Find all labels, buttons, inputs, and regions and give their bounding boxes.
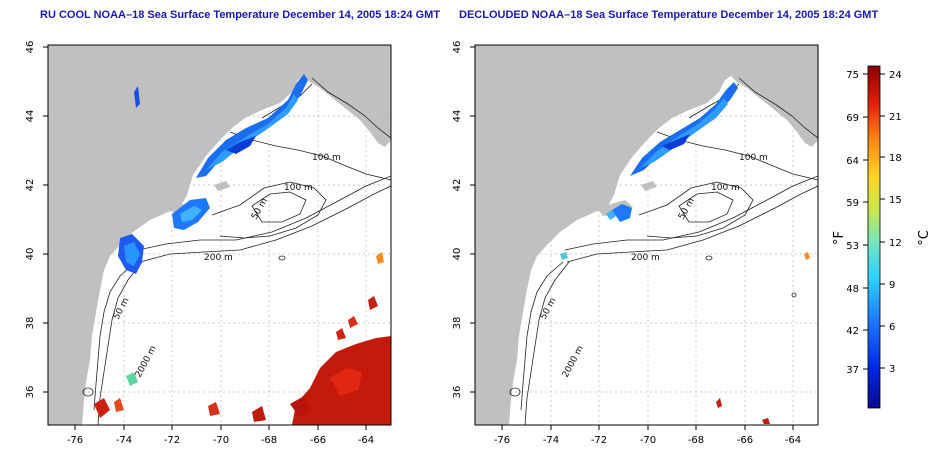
land-mass bbox=[475, 45, 818, 425]
fahrenheit-label: °F bbox=[832, 231, 847, 245]
celsius-tick: 18 bbox=[889, 153, 902, 164]
contour-label: 200 m bbox=[204, 253, 233, 263]
lon-tick-label: -76 bbox=[67, 435, 83, 446]
lon-tick-label: -66 bbox=[737, 435, 753, 446]
contour-label: 100 m bbox=[312, 153, 341, 163]
sst-patches bbox=[94, 74, 391, 425]
lon-tick-label: -76 bbox=[494, 435, 510, 446]
lon-tick-label: -64 bbox=[785, 435, 801, 446]
lat-tick-label: 46 bbox=[25, 41, 36, 54]
lon-tick-label: -72 bbox=[591, 435, 607, 446]
lon-tick-label: -74 bbox=[116, 435, 132, 446]
left-map-panel: 100 m 100 m 50 m 200 m 50 m 2000 m -76 -… bbox=[25, 41, 392, 446]
fahrenheit-tick: 69 bbox=[846, 113, 859, 124]
map-frame bbox=[474, 44, 819, 426]
lon-tick-label: -68 bbox=[261, 435, 277, 446]
lon-tick-label: -64 bbox=[358, 435, 374, 446]
fahrenheit-tick: 42 bbox=[846, 326, 859, 337]
lat-tick-label: 44 bbox=[25, 110, 36, 123]
lon-tick-label: -66 bbox=[310, 435, 326, 446]
colorbar-gradient bbox=[867, 65, 881, 409]
lat-tick-label: 46 bbox=[452, 41, 463, 54]
bathymetry-contours bbox=[509, 77, 818, 425]
celsius-tick: 3 bbox=[889, 364, 895, 375]
contour-label: 100 m bbox=[284, 183, 313, 193]
celsius-tick: 21 bbox=[889, 112, 902, 123]
contour-label: 100 m bbox=[711, 183, 740, 193]
fahrenheit-tick: 75 bbox=[846, 70, 859, 81]
contour-label: 200 m bbox=[631, 253, 660, 263]
celsius-tick: 15 bbox=[889, 195, 902, 206]
lat-tick-label: 36 bbox=[25, 386, 36, 399]
lat-tick-label: 44 bbox=[452, 110, 463, 123]
lon-tick-label: -70 bbox=[213, 435, 229, 446]
celsius-tick: 12 bbox=[889, 238, 902, 249]
temperature-colorbar: 75 69 64 59 53 48 42 37 24 21 18 15 12 9… bbox=[832, 65, 932, 409]
right-map-title: DECLOUDED NOAA–18 Sea Surface Temperatur… bbox=[459, 9, 879, 21]
sst-patches bbox=[560, 82, 810, 424]
left-map-title: RU COOL NOAA–18 Sea Surface Temperature … bbox=[40, 9, 441, 21]
lon-tick-label: -74 bbox=[543, 435, 559, 446]
fahrenheit-tick: 53 bbox=[846, 241, 859, 252]
lat-tick-label: 42 bbox=[452, 179, 463, 192]
celsius-tick: 24 bbox=[889, 70, 902, 81]
lat-tick-label: 40 bbox=[25, 248, 36, 261]
lat-tick-label: 36 bbox=[452, 386, 463, 399]
lat-tick-label: 40 bbox=[452, 248, 463, 261]
lat-tick-label: 42 bbox=[25, 179, 36, 192]
land-mass bbox=[48, 45, 391, 425]
lon-tick-label: -68 bbox=[688, 435, 704, 446]
celsius-tick: 6 bbox=[889, 322, 895, 333]
right-map-panel: 100 m 100 m 50 m 200 m 50 m 2000 m -76 -… bbox=[452, 41, 819, 446]
celsius-tick: 9 bbox=[889, 280, 895, 291]
lat-tick-label: 38 bbox=[452, 317, 463, 330]
fahrenheit-tick: 48 bbox=[846, 284, 859, 295]
lon-tick-label: -70 bbox=[640, 435, 656, 446]
lat-tick-label: 38 bbox=[25, 317, 36, 330]
fahrenheit-tick: 59 bbox=[846, 198, 859, 209]
contour-label: 100 m bbox=[739, 153, 768, 163]
fahrenheit-tick: 37 bbox=[846, 365, 859, 376]
fahrenheit-tick: 64 bbox=[846, 156, 859, 167]
map-frame bbox=[47, 44, 392, 426]
lon-tick-label: -72 bbox=[164, 435, 180, 446]
celsius-label: °C bbox=[917, 230, 932, 246]
